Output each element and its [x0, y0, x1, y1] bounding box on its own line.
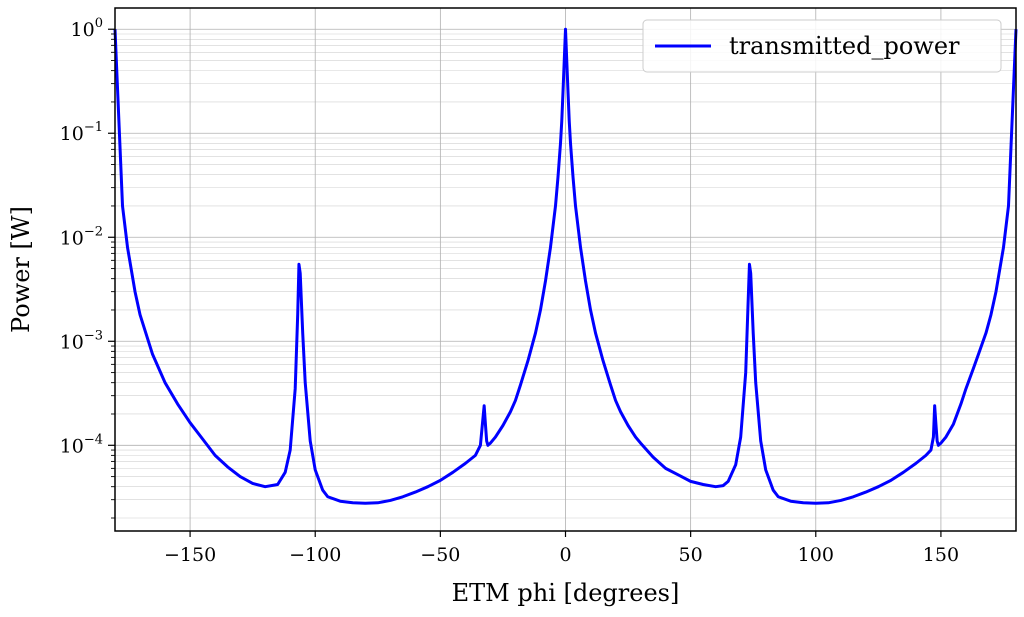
x-tick-label: 150: [923, 544, 959, 566]
y-axis-label: Power [W]: [7, 206, 35, 333]
legend-label-transmitted-power: transmitted_power: [729, 32, 960, 60]
x-tick-label: 100: [798, 544, 834, 566]
plot-area: [113, 27, 1018, 505]
y-tick-label: 10−1: [60, 120, 103, 145]
x-tick-label: −100: [289, 544, 341, 566]
y-tick-label: 10−2: [60, 224, 103, 249]
y-tick-label: 10−3: [60, 328, 103, 353]
y-tick-label: 10−4: [60, 432, 103, 457]
x-tick-label: 50: [679, 544, 703, 566]
x-axis-ticks: −150 −100 −50 0 50 100 150: [164, 531, 959, 566]
series-line-transmitted-power: [113, 27, 1018, 505]
legend-box: [642, 19, 1002, 73]
legend: transmitted_power: [642, 19, 1002, 73]
x-tick-label: 0: [559, 544, 571, 566]
x-axis-label: ETM phi [degrees]: [452, 579, 680, 607]
x-tick-label: −50: [420, 544, 460, 566]
major-gridlines: [115, 8, 1016, 531]
x-tick-label: −150: [164, 544, 216, 566]
y-axis-ticks: 100 10−1 10−2 10−3 10−4: [60, 16, 115, 519]
y-tick-label: 100: [71, 16, 103, 41]
